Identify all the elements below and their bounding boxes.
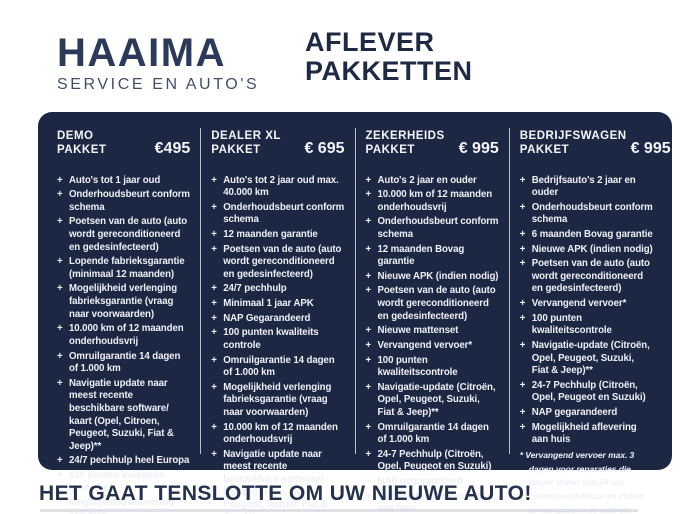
- logo-name: HAAIMA: [57, 31, 226, 75]
- package-item-list: Auto's 2 jaar en ouder10.000 km of 12 ma…: [366, 175, 499, 514]
- package-item: Minimaal 1 jaar APK: [211, 298, 344, 311]
- package-item-list: Auto's tot 1 jaar oudOnderhoudsbeurt con…: [57, 175, 190, 514]
- package-item: Auto's tot 2 jaar oud max. 40.000 km: [211, 175, 344, 200]
- package-item: Vervangend vervoer*: [520, 298, 653, 311]
- package-name: ZEKERHEIDS PAKKET: [365, 130, 445, 156]
- package-header: DEALER XL PAKKET € 695: [211, 130, 344, 158]
- package-item: Navigatie update naar meest recente besc…: [211, 449, 344, 514]
- package-item: Bedrijfsauto's 2 jaar en ouder: [520, 175, 653, 200]
- package-item: Nieuwe APK (indien nodig): [366, 271, 499, 284]
- logo-subtitle: SERVICE EN AUTO'S: [57, 76, 260, 93]
- package-item: Lopende fabrieksgarantie (minimaal 12 ma…: [57, 256, 190, 281]
- package-price: € 695: [304, 139, 345, 157]
- package-item: 24-7 Pechhulp (Citroën, Opel, Peugeot en…: [366, 449, 499, 474]
- package-item: Onderhoudsbeurt conform schema: [366, 216, 499, 241]
- package-item-list: Auto's tot 2 jaar oud max. 40.000 kmOnde…: [211, 175, 344, 514]
- page-title-line1: AFLEVER: [305, 27, 435, 57]
- package-item: Navigatie update naar meest recente besc…: [57, 378, 190, 454]
- package-item: 100 punten kwaliteitscontrole: [520, 313, 653, 338]
- package-item: 100 punten kwaliteitscontrole: [366, 355, 499, 380]
- package-item: Omruilgarantie 14 dagen of 1.000 km: [366, 422, 499, 447]
- package-item: Omruilgarantie 14 dagen of 1.000 km: [57, 351, 190, 376]
- package-item: 10.000 km of 12 maanden onderhoudsvrij: [211, 422, 344, 447]
- package-item: Poetsen van de auto (auto wordt gerecond…: [57, 216, 190, 254]
- package-item-list: Bedrijfsauto's 2 jaar en ouderOnderhouds…: [520, 175, 653, 449]
- company-logo: HAAIMA SERVICE EN AUTO'S: [57, 33, 259, 94]
- package-name: BEDRIJFSWAGEN PAKKET: [519, 130, 627, 156]
- page-title: AFLEVER PAKKETTEN: [305, 27, 473, 87]
- package-item: 12 maanden garantie: [211, 229, 344, 242]
- package-header: DEMO PAKKET €495: [57, 130, 190, 158]
- footer-tagline: HET GAAT TENSLOTTE OM UW NIEUWE AUTO!: [39, 482, 532, 505]
- package-item: Mogelijkheid verlenging fabrieksgarantie…: [211, 382, 344, 420]
- package-header: BEDRIJFSWAGEN PAKKET € 995: [519, 130, 671, 158]
- package-item: 10.000 km of 12 maanden onderhoudsvrij: [57, 323, 190, 348]
- package-item: Navigatie-update (Citroën, Opel, Peugeot…: [520, 340, 653, 378]
- package-name: DEALER XL PAKKET: [211, 130, 281, 156]
- package-header: ZEKERHEIDS PAKKET € 995: [366, 130, 499, 158]
- package-item: Mogelijkheid aflevering aan huis: [520, 422, 653, 447]
- package-item: Onderhoudsbeurt conform schema: [57, 189, 190, 214]
- package-item: 24/7 pechhulp: [211, 283, 344, 296]
- package-item: Onderhoudsbeurt conform schema: [211, 202, 344, 227]
- footnote: * Vervangend vervoer max. 3 dagen voor r…: [519, 449, 635, 488]
- package-item: 10.000 km of 12 maanden onderhoudsvrij: [366, 189, 499, 214]
- package-price: € 995: [458, 139, 499, 157]
- package-item: Nieuwe mattenset: [366, 325, 499, 338]
- package-item: 12 maanden Bovag garantie: [366, 244, 499, 269]
- package-item: Nieuwe APK (indien nodig): [520, 244, 653, 257]
- package-item: NAP gegarandeerd: [366, 476, 499, 489]
- package-item: Auto's tot 1 jaar oud: [57, 175, 190, 188]
- package-item: Auto's 2 jaar en ouder: [366, 175, 499, 188]
- package-price: €495: [154, 139, 191, 157]
- package-item: 6 maanden Bovag garantie: [520, 229, 653, 242]
- package-item: Poetsen van de auto (auto wordt gerecond…: [520, 258, 653, 296]
- package-item: 24/7 pechhulp heel Europa: [57, 455, 190, 468]
- package-item: Poetsen van de auto (auto wordt gerecond…: [366, 285, 499, 323]
- package-item: Poetsen van de auto (auto wordt gerecond…: [211, 244, 344, 282]
- package-item: Navigatie-update (Citroën, Opel, Peugeot…: [366, 382, 499, 420]
- package-item: Onderhoudsbeurt conform schema: [520, 202, 653, 227]
- page-title-line2: PAKKETTEN: [305, 56, 473, 87]
- bottom-divider: [40, 509, 638, 512]
- package-item: Mogelijkheid verlenging fabrieksgarantie…: [57, 283, 190, 321]
- package-item: NAP gegarandeerd: [520, 407, 653, 420]
- package-name: DEMO PAKKET: [57, 130, 107, 156]
- package-item: 100 punten kwaliteits controle: [211, 327, 344, 352]
- package-item: 100 punten kwaliteits controle: [57, 470, 190, 495]
- package-item: Mogelijkheid aflevering aan huis: [366, 491, 499, 514]
- package-item: 24-7 Pechhulp (Citroën, Opel, Peugeot en…: [520, 380, 653, 405]
- package-item: Omruilgarantie 14 dagen of 1.000 km: [211, 355, 344, 380]
- package-footnotes: * Vervangend vervoer max. 3 dagen voor r…: [520, 449, 653, 514]
- package-item: NAP Gegarandeerd: [211, 313, 344, 326]
- package-item: Vervangend vervoer*: [366, 340, 499, 353]
- package-price: € 995: [630, 139, 671, 157]
